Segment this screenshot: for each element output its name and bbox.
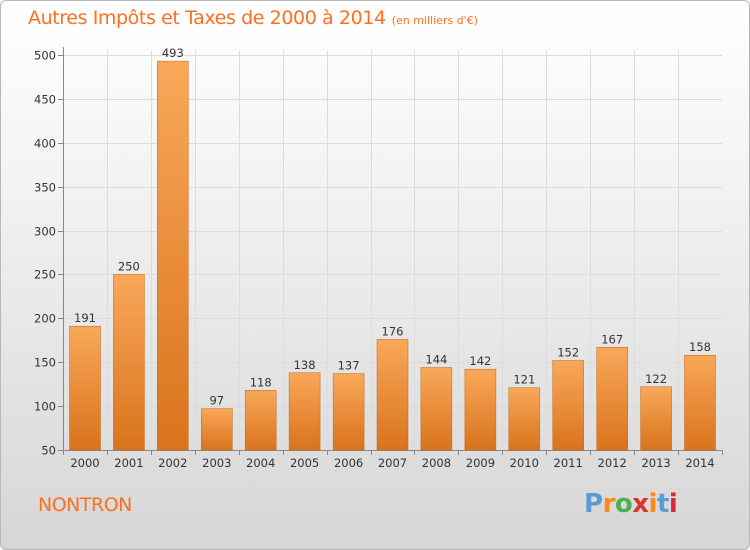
y-tick-label: 400 xyxy=(34,137,56,151)
bar-2005 xyxy=(288,372,321,451)
x-tick-label-2011: 2011 xyxy=(554,456,583,470)
y-tick-label: 50 xyxy=(41,444,56,458)
chart-title-text: Autres Impôts et Taxes de 2000 à 2014 xyxy=(28,7,386,29)
data-label-2011: 152 xyxy=(557,346,579,360)
bar-2010 xyxy=(508,387,541,451)
x-tick-label-2005: 2005 xyxy=(290,456,319,470)
bar-2002 xyxy=(157,60,189,451)
bar-2011 xyxy=(552,360,584,451)
data-label-2006: 137 xyxy=(338,359,360,373)
y-tick-label: 150 xyxy=(34,356,56,370)
y-tick-label: 200 xyxy=(34,312,56,326)
y-tick-label: 300 xyxy=(34,225,56,239)
bar-2006 xyxy=(332,373,365,451)
logo-letter: i xyxy=(648,489,658,519)
x-tick-label-2006: 2006 xyxy=(334,456,363,470)
bar-2000 xyxy=(69,325,101,451)
x-tick-label-2009: 2009 xyxy=(466,456,495,470)
x-tick-label-2004: 2004 xyxy=(246,456,275,470)
y-tick-label: 450 xyxy=(34,93,56,107)
x-tick-label-2001: 2001 xyxy=(114,456,143,470)
data-label-2002: 493 xyxy=(162,46,184,60)
y-tick-label: 350 xyxy=(34,181,56,195)
data-label-2003: 97 xyxy=(209,394,224,408)
x-tick-label-2013: 2013 xyxy=(641,456,670,470)
logo-letter: i xyxy=(668,489,678,519)
bars xyxy=(69,60,716,451)
x-tick-label-2000: 2000 xyxy=(70,456,99,470)
data-label-2009: 142 xyxy=(469,354,491,368)
bar-2009 xyxy=(464,368,497,451)
chart-title: Autres Impôts et Taxes de 2000 à 2014 (en… xyxy=(28,7,478,29)
x-tick-label-2008: 2008 xyxy=(422,456,451,470)
data-label-2000: 191 xyxy=(74,311,96,325)
bar-2004 xyxy=(244,390,277,451)
commune-name: NONTRON xyxy=(38,494,132,516)
bar-2007 xyxy=(376,339,409,451)
x-tick-label-2012: 2012 xyxy=(598,456,627,470)
bar-2014 xyxy=(684,354,716,451)
data-label-2010: 121 xyxy=(513,373,535,387)
data-label-2014: 158 xyxy=(689,340,711,354)
data-label-2008: 144 xyxy=(425,353,447,367)
logo-letter: P xyxy=(584,489,603,519)
data-label-2001: 250 xyxy=(118,259,140,273)
bar-2008 xyxy=(420,367,453,451)
chart-subtitle: (en milliers d'€) xyxy=(391,14,478,27)
bar-2001 xyxy=(113,274,145,451)
y-tick-label: 500 xyxy=(34,49,56,63)
logo-letter: o xyxy=(614,489,633,519)
proxiti-logo[interactable]: Proxiti xyxy=(584,489,678,519)
x-tick-label-2003: 2003 xyxy=(202,456,231,470)
bar-2013 xyxy=(640,386,672,451)
x-tick-label-2002: 2002 xyxy=(158,456,187,470)
data-label-2007: 176 xyxy=(382,324,404,338)
axes xyxy=(58,47,723,455)
bar-2012 xyxy=(596,347,628,451)
data-label-2005: 138 xyxy=(294,358,316,372)
x-tick-label-2014: 2014 xyxy=(685,456,714,470)
y-tick-label: 100 xyxy=(34,400,56,414)
data-label-2004: 118 xyxy=(250,375,272,389)
y-tick-label: 250 xyxy=(34,268,56,282)
logo-letter: t xyxy=(656,489,669,519)
bar-2003 xyxy=(201,408,233,451)
logo-letter: x xyxy=(632,489,649,519)
x-tick-label-2007: 2007 xyxy=(378,456,407,470)
data-label-2013: 122 xyxy=(645,372,667,386)
x-tick-label-2010: 2010 xyxy=(510,456,539,470)
labels: 50 100 150 200 250 300 350 400 450 500 191 2000 250 2… xyxy=(34,46,715,470)
logo-letter: r xyxy=(602,489,616,519)
data-label-2012: 167 xyxy=(601,332,623,346)
